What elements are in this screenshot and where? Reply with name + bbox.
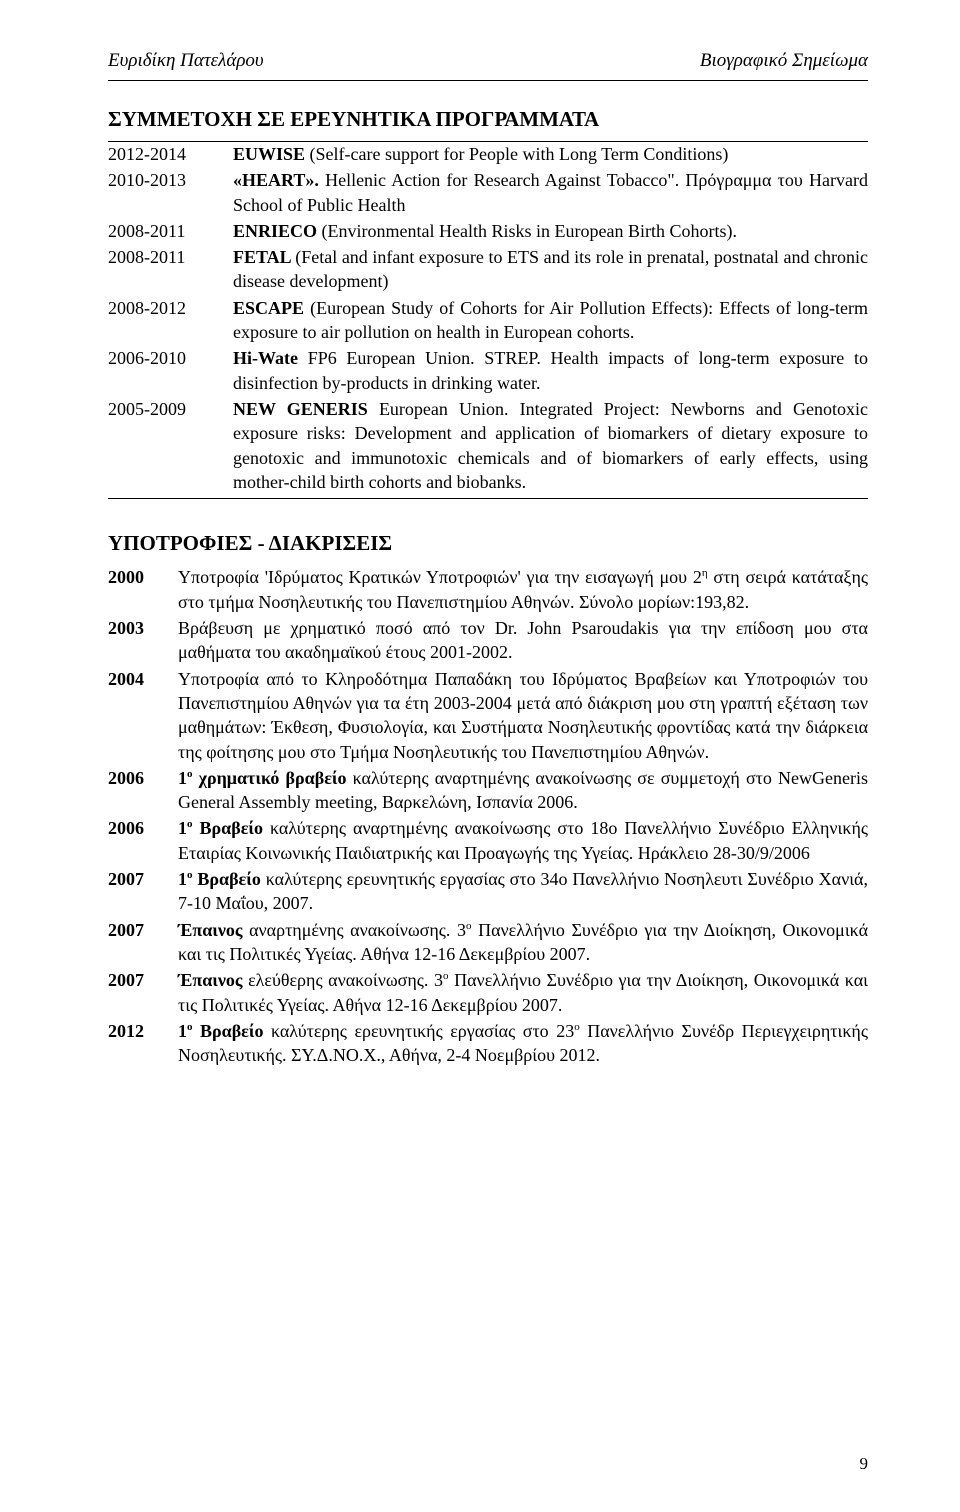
- program-row: 2005-2009NEW GENERIS European Union. Int…: [108, 397, 868, 499]
- program-table: 2012-2014EUWISE (Self-care support for P…: [108, 141, 868, 499]
- honor-text: 1ο Βραβείο καλύτερης ερευνητικής εργασία…: [178, 867, 868, 916]
- program-year: 2008-2011: [108, 245, 233, 296]
- honor-row: 2000Υποτροφία 'Ιδρύματος Κρατικών Υποτρο…: [108, 565, 868, 614]
- section-honors: ΥΠΟΤΡΟΦΙΕΣ - ΔΙΑΚΡΙΣΕΙΣ 2000Υποτροφία 'Ι…: [108, 529, 868, 1067]
- honor-text: 1ο Βραβείο καλύτερης ερευνητικής εργασία…: [178, 1019, 868, 1068]
- honor-row: 2003Βράβευση με χρηματικό ποσό από τον D…: [108, 616, 868, 665]
- section-programs-title: ΣΥΜΜΕΤΟΧΗ ΣΕ ΕΡΕΥΝΗΤΙΚΑ ΠΡΟΓΡΑΜΜΑΤΑ: [108, 105, 868, 133]
- honor-row: 2004Υποτροφία από το Κληροδότημα Παπαδάκ…: [108, 667, 868, 764]
- program-row: 2010-2013«HEART». Hellenic Action for Re…: [108, 168, 868, 219]
- honor-year: 2007: [108, 918, 178, 942]
- program-row: 2008-2012ESCAPE (European Study of Cohor…: [108, 296, 868, 347]
- honor-text: Βράβευση με χρηματικό ποσό από τον Dr. J…: [178, 616, 868, 665]
- program-desc: Hi-Wate FP6 European Union. STREP. Healt…: [233, 346, 868, 397]
- honor-row: 20121ο Βραβείο καλύτερης ερευνητικής εργ…: [108, 1019, 868, 1068]
- page-header: Ευριδίκη Πατελάρου Βιογραφικό Σημείωμα: [108, 48, 868, 74]
- program-year: 2005-2009: [108, 397, 233, 499]
- honor-text: 1ο χρηματικό βραβείο καλύτερης αναρτημέν…: [178, 766, 868, 815]
- honors-list: 2000Υποτροφία 'Ιδρύματος Κρατικών Υποτρο…: [108, 565, 868, 1067]
- honor-row: 2007Έπαινος αναρτημένης ανακοίνωσης. 3ο …: [108, 918, 868, 967]
- header-rule: [108, 80, 868, 81]
- honor-row: 20061ο χρηματικό βραβείο καλύτερης αναρτ…: [108, 766, 868, 815]
- program-desc: FETAL (Fetal and infant exposure to ETS …: [233, 245, 868, 296]
- honor-text: 1ο Βραβείο καλύτερης αναρτημένης ανακοίν…: [178, 816, 868, 865]
- program-desc: NEW GENERIS European Union. Integrated P…: [233, 397, 868, 499]
- honor-text: Υποτροφία από το Κληροδότημα Παπαδάκη το…: [178, 667, 868, 764]
- program-desc: EUWISE (Self-care support for People wit…: [233, 141, 868, 168]
- honor-text: Υποτροφία 'Ιδρύματος Κρατικών Υποτροφιών…: [178, 565, 868, 614]
- program-year: 2012-2014: [108, 141, 233, 168]
- honor-row: 20061ο Βραβείο καλύτερης αναρτημένης ανα…: [108, 816, 868, 865]
- program-row: 2012-2014EUWISE (Self-care support for P…: [108, 141, 868, 168]
- program-row: 2008-2011FETAL (Fetal and infant exposur…: [108, 245, 868, 296]
- program-desc: ENRIECO (Environmental Health Risks in E…: [233, 219, 868, 245]
- honor-year: 2006: [108, 816, 178, 840]
- honor-year: 2007: [108, 968, 178, 992]
- honor-year: 2006: [108, 766, 178, 790]
- honor-year: 2012: [108, 1019, 178, 1043]
- honor-row: 20071ο Βραβείο καλύτερης ερευνητικής εργ…: [108, 867, 868, 916]
- header-right: Βιογραφικό Σημείωμα: [700, 48, 868, 74]
- section-honors-title: ΥΠΟΤΡΟΦΙΕΣ - ΔΙΑΚΡΙΣΕΙΣ: [108, 529, 868, 557]
- program-year: 2008-2012: [108, 296, 233, 347]
- honor-year: 2004: [108, 667, 178, 691]
- program-year: 2008-2011: [108, 219, 233, 245]
- honor-year: 2007: [108, 867, 178, 891]
- program-year: 2006-2010: [108, 346, 233, 397]
- honor-year: 2003: [108, 616, 178, 640]
- header-left: Ευριδίκη Πατελάρου: [108, 48, 264, 74]
- program-desc: «HEART». Hellenic Action for Research Ag…: [233, 168, 868, 219]
- honor-row: 2007Έπαινος ελεύθερης ανακοίνωσης. 3ο Πα…: [108, 968, 868, 1017]
- program-desc: ESCAPE (European Study of Cohorts for Ai…: [233, 296, 868, 347]
- program-year: 2010-2013: [108, 168, 233, 219]
- program-row: 2008-2011ENRIECO (Environmental Health R…: [108, 219, 868, 245]
- honor-text: Έπαινος ελεύθερης ανακοίνωσης. 3ο Πανελλ…: [178, 968, 868, 1017]
- honor-year: 2000: [108, 565, 178, 589]
- honor-text: Έπαινος αναρτημένης ανακοίνωσης. 3ο Πανε…: [178, 918, 868, 967]
- program-row: 2006-2010Hi-Wate FP6 European Union. STR…: [108, 346, 868, 397]
- section-programs: ΣΥΜΜΕΤΟΧΗ ΣΕ ΕΡΕΥΝΗΤΙΚΑ ΠΡΟΓΡΑΜΜΑΤΑ 2012…: [108, 105, 868, 500]
- page-number: 9: [860, 1453, 869, 1476]
